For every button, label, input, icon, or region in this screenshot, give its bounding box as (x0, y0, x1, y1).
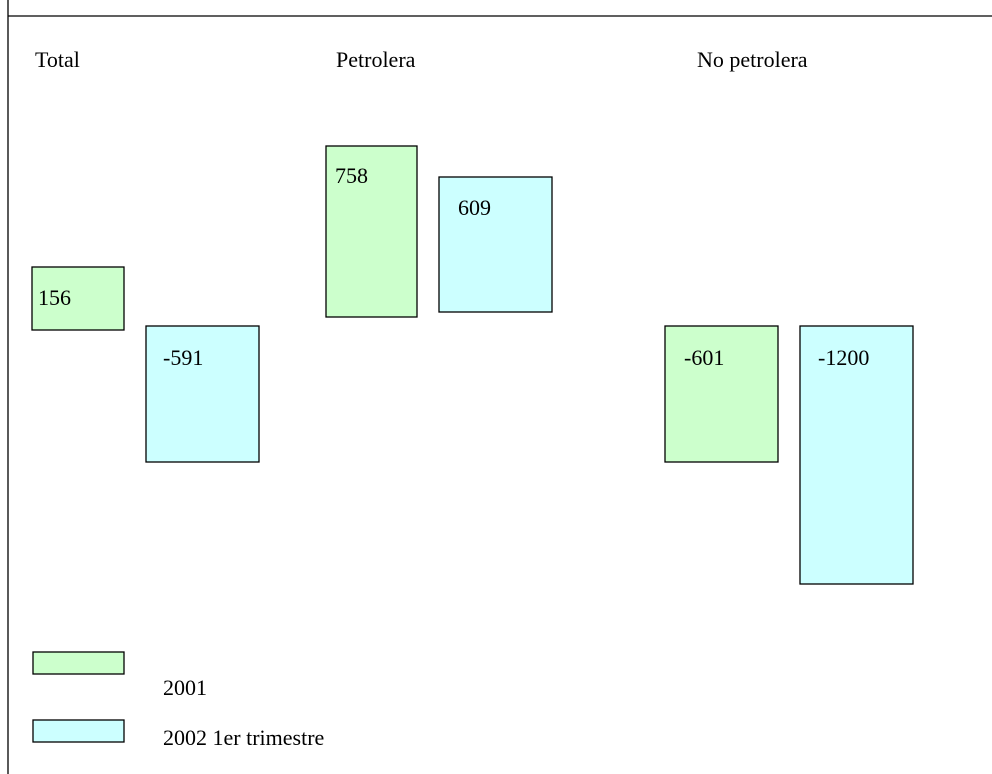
value-label: -591 (163, 345, 203, 370)
legend-swatch (32, 719, 125, 743)
value-box (664, 325, 779, 463)
value-box (438, 176, 553, 313)
value-box (145, 325, 260, 463)
value-label: -601 (684, 345, 724, 370)
value-box (31, 266, 125, 331)
value-label: 758 (335, 163, 368, 188)
legend-label: 2002 1er trimestre (163, 725, 324, 750)
value-box (799, 325, 914, 585)
value-label: 156 (38, 285, 71, 310)
value-box (325, 145, 418, 318)
legend-swatch (32, 651, 125, 675)
group-label: No petrolera (697, 47, 808, 72)
value-label: 609 (458, 195, 491, 220)
value-label: -1200 (818, 345, 869, 370)
legend-label: 2001 (163, 675, 207, 700)
group-label: Total (35, 47, 80, 72)
group-label: Petrolera (336, 47, 416, 72)
